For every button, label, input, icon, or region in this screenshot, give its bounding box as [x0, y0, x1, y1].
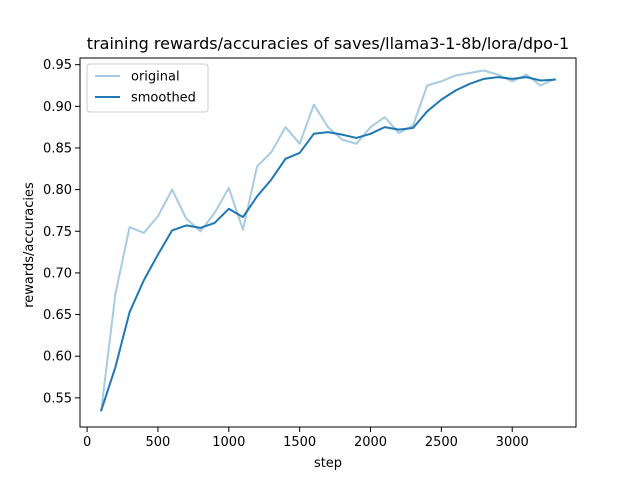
- y-tick-label: 0.55: [43, 391, 72, 406]
- x-tick-label: 1000: [212, 435, 245, 450]
- legend-label-original: original: [131, 70, 180, 85]
- legend: original smoothed: [86, 63, 209, 113]
- plot-area: [79, 57, 577, 428]
- x-tick-label: 3000: [496, 435, 529, 450]
- y-tick-label: 0.75: [43, 225, 72, 240]
- x-tick-label: 2500: [425, 435, 458, 450]
- y-tick-label: 0.65: [43, 308, 72, 323]
- y-tick-label: 0.60: [43, 350, 72, 365]
- y-axis: 0.55 0.60 0.65 0.70 0.75 0.80 0.85 0.90 0.95: [43, 58, 80, 406]
- y-tick-label: 0.85: [43, 141, 72, 156]
- chart-title: training rewards/accuracies of saves/lla…: [87, 34, 569, 53]
- axes-frame: [79, 57, 577, 428]
- y-tick-label: 0.70: [43, 266, 72, 281]
- y-tick-label: 0.90: [43, 100, 72, 115]
- series-line-smoothed: [99, 76, 556, 412]
- x-tick-label: 500: [146, 435, 171, 450]
- x-tick-label: 2000: [354, 435, 387, 450]
- series-line-original: [100, 69, 557, 412]
- y-tick-label: 0.95: [43, 58, 72, 73]
- x-axis-label: step: [314, 456, 342, 471]
- y-axis-label: rewards/accuracies: [22, 182, 37, 308]
- y-tick-label: 0.80: [43, 183, 72, 198]
- x-tick-label: 0: [83, 435, 91, 450]
- x-tick-label: 1500: [283, 435, 316, 450]
- x-axis: 0 500 1000 1500 2000 2500 3000: [83, 427, 529, 450]
- legend-label-smoothed: smoothed: [131, 91, 196, 106]
